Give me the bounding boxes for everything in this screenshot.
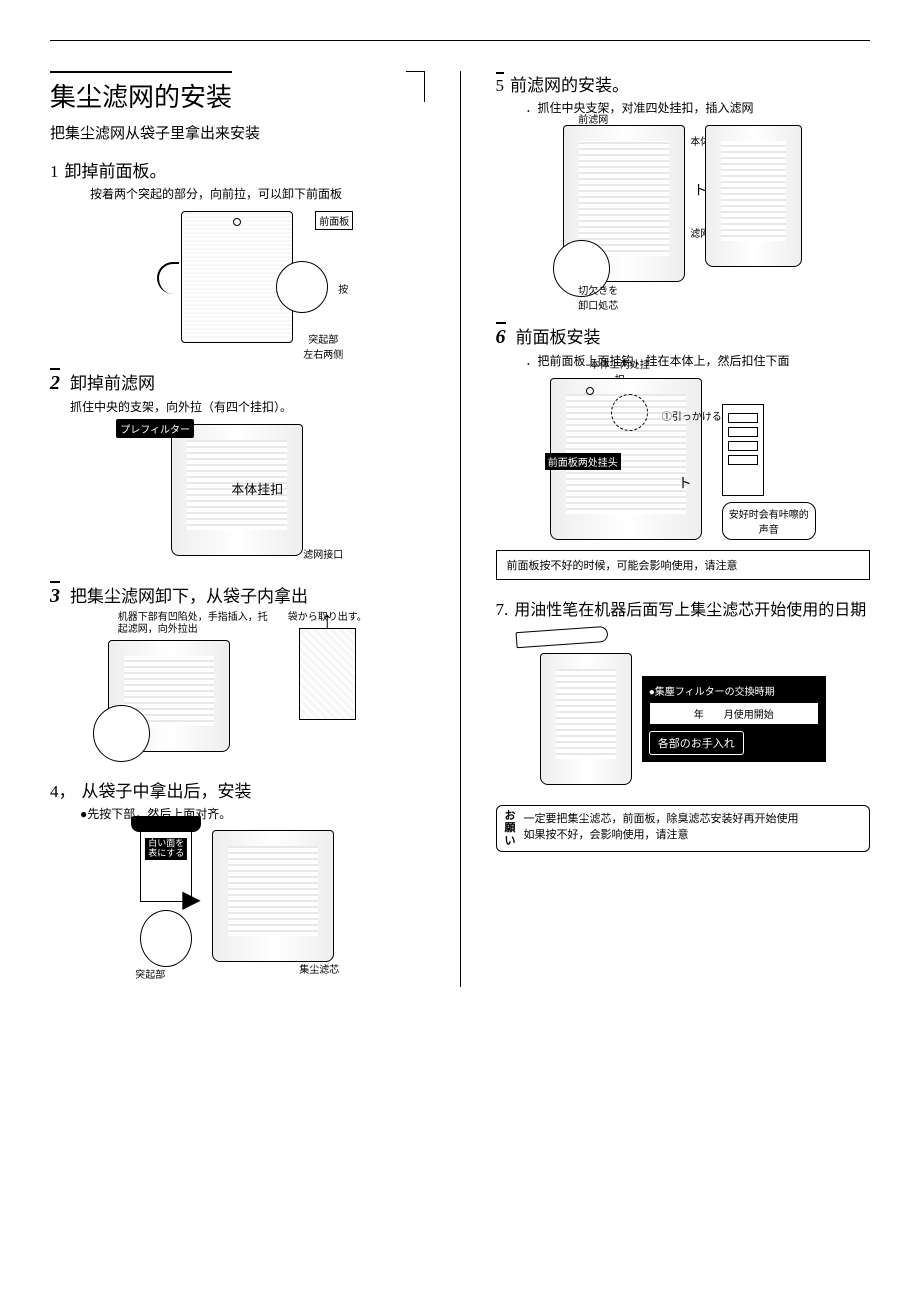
two-column-layout: 集尘滤网的安装 把集尘滤网从袋子里拿出来安装 1 卸掉前面板。 按着两个突起的部… [50, 71, 870, 987]
label-prefilter: プレフィルター [116, 419, 194, 438]
label-tab: 突起部 [135, 966, 165, 981]
illustration-6: 本体上两处挂 扣 ①引っかける 前面板两处挂头 ト [496, 378, 871, 540]
subtitle: 把集尘滤网从袋子里拿出来安装 [50, 122, 396, 143]
step-4: 4， 从袋子中拿出后，安装 ●先按下部，然后上面对齐。 白い面を 表にする 突起… [50, 777, 425, 968]
step-number: 5 [496, 72, 505, 96]
step-title: 前滤网的安装。 [510, 71, 629, 96]
step-heading: 4， 从袋子中拿出后，安装 [50, 777, 425, 802]
note-box: 前面板按不好的时候，可能会影响使用，请注意 [496, 550, 871, 580]
step-heading: 2 卸掉前滤网 [50, 368, 425, 395]
warning-label: お願い [505, 810, 516, 846]
sticker-title: ●集塵フィルターの交換時期 [649, 683, 819, 698]
arrow-mark: ト [678, 473, 692, 493]
bracket-decoration [406, 71, 425, 102]
main-title: 集尘滤网的安装 [50, 71, 232, 114]
illustration-2: プレフィルター 本体挂扣 滤网接口 [50, 424, 425, 561]
step-desc: 抓住中央的支架，向外拉（有四个挂扣）。 [70, 399, 425, 416]
step-3: 3 把集尘滤网卸下，从袋子内拿出 机器下部有凹陷处，手指插入，托起滤网，向外拉出… [50, 581, 425, 757]
step-desc: 机器下部有凹陷处，手指插入，托起滤网，向外拉出 [118, 612, 268, 636]
top-rule [50, 40, 870, 41]
illustration-3a [108, 640, 230, 752]
warning-text: 一定要把集尘滤芯，前面板，除臭滤芯安装好再开始使用 如果按不好，会影响使用，请注… [524, 810, 799, 842]
illustration-5: 前滤网 本体挂扣 ト 滤网挂钩 切欠きを 卸口処芯 [496, 125, 871, 282]
label-hook: 本体挂扣 [231, 479, 283, 498]
step-desc: ．抓住中央支架，对准四处挂扣，插入滤网 [526, 100, 871, 117]
step-number: 7. [496, 600, 509, 620]
step-number: 6 [496, 322, 506, 349]
step-title: 从袋子中拿出后，安装 [82, 777, 252, 802]
warning-box: お願い 一定要把集尘滤芯，前面板，除臭滤芯安装好再开始使用 如果按不好，会影响使… [496, 805, 871, 851]
step-2: 2 卸掉前滤网 抓住中央的支架，向外拉（有四个挂扣）。 プレフィルター 本体挂扣… [50, 368, 425, 561]
label-white: 白い面を 表にする [145, 838, 187, 860]
step-title: 前面板安装 [516, 323, 601, 348]
step-number: 3 [50, 581, 60, 608]
label-panel: 前面板 [315, 211, 353, 230]
step-number: 1 [50, 162, 59, 182]
label-slot: 滤网接口 [303, 546, 343, 561]
step-desc: ．把前面板上面挂钩，挂在本体上，然后扣住下面 [526, 353, 871, 370]
warning-line2: 如果按不好，会影响使用，请注意 [524, 826, 799, 842]
warning-line1: 一定要把集尘滤芯，前面板，除臭滤芯安装好再开始使用 [524, 810, 799, 826]
step-title: 卸掉前滤网 [70, 369, 155, 394]
page-root: 集尘滤网的安装 把集尘滤网从袋子里拿出来安装 1 卸掉前面板。 按着两个突起的部… [0, 0, 920, 1027]
step-7: 7. 用油性笔在机器后面写上集尘滤芯开始使用的日期 ●集塵フィルターの交換時期 … [496, 600, 871, 786]
sticker-line: 年 月使用開始 [649, 702, 819, 725]
step-heading: 3 把集尘滤网卸下，从袋子内拿出 [50, 581, 425, 608]
illustration-1: 前面板 按 突起部 左右两侧 [50, 211, 425, 348]
sticker: ●集塵フィルターの交換時期 年 月使用開始 各部のお手入れ [642, 676, 826, 762]
step-desc: 按着两个突起的部分，向前拉，可以卸下前面板 [90, 186, 425, 203]
step-5: 5 前滤网的安装。 ．抓住中央支架，对准四处挂扣，插入滤网 前滤网 本体挂扣 ト… [496, 71, 871, 282]
title-row: 集尘滤网的安装 把集尘滤网从袋子里拿出来安装 [50, 71, 425, 157]
label-two: 前面板两处挂头 [545, 453, 621, 470]
column-divider [460, 71, 461, 987]
step-heading: 7. 用油性笔在机器后面写上集尘滤芯开始使用的日期 [496, 600, 871, 622]
right-column: 5 前滤网的安装。 ．抓住中央支架，对准四处挂扣，插入滤网 前滤网 本体挂扣 ト… [496, 71, 871, 987]
illustration-4: 白い面を 表にする 突起部 ▶ 集尘滤芯 [50, 830, 425, 967]
step-heading: 6 前面板安装 [496, 322, 871, 349]
step-1: 1 卸掉前面板。 按着两个突起的部分，向前拉，可以卸下前面板 前面板 按 突起部… [50, 157, 425, 348]
label-hang: ①引っかける [662, 408, 722, 423]
step-title: 卸掉前面板。 [65, 157, 167, 182]
pen-illustration [516, 629, 871, 645]
illustration-3b: ↑ [299, 628, 356, 720]
step-title: 把集尘滤网卸下，从袋子内拿出 [70, 582, 308, 607]
label-cut: 切欠きを 卸口処芯 [578, 282, 618, 312]
sticker-bottom: 各部のお手入れ [649, 731, 744, 755]
label-sound: 安好时会有咔嚓的 声音 [722, 502, 816, 540]
step-number: 4， [50, 777, 76, 802]
label-press: 按 [338, 281, 348, 296]
step-heading: 1 卸掉前面板。 [50, 157, 425, 182]
label-prefilter: 前滤网 [578, 111, 608, 126]
label-core: 集尘滤芯 [299, 961, 339, 976]
left-column: 集尘滤网的安装 把集尘滤网从袋子里拿出来安装 1 卸掉前面板。 按着两个突起的部… [50, 71, 425, 987]
step-heading: 5 前滤网的安装。 [496, 71, 871, 96]
step-6: 6 前面板安装 ．把前面板上面挂钩，挂在本体上，然后扣住下面 本体上两处挂 扣 … [496, 322, 871, 580]
illustration-7: ●集塵フィルターの交換時期 年 月使用開始 各部のお手入れ [496, 653, 871, 785]
step-title: 用油性笔在机器后面写上集尘滤芯开始使用的日期 [514, 601, 866, 622]
label-tab: 突起部 左右两侧 [303, 331, 343, 361]
step-number: 2 [50, 368, 60, 395]
